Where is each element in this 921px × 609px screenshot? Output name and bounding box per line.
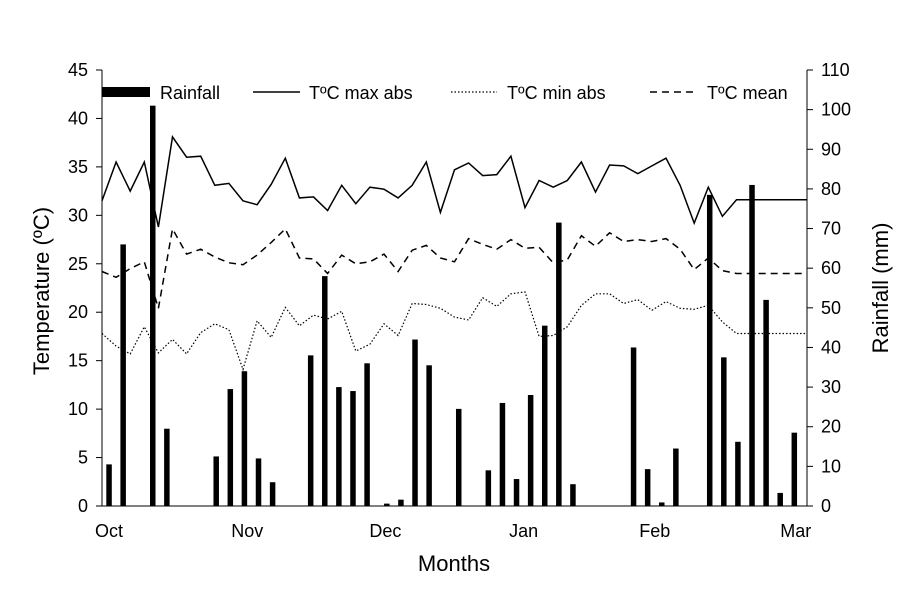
y-tick-label-left: 35 <box>68 157 88 177</box>
rainfall-bar <box>513 479 520 506</box>
rainfall-bar <box>150 105 156 506</box>
rainfall-bar <box>364 363 370 506</box>
y-tick-label-right: 20 <box>821 417 841 437</box>
y-tick-label-left: 10 <box>68 399 88 419</box>
y-tick-label-left: 20 <box>68 302 88 322</box>
y-tick-label-right: 30 <box>821 377 841 397</box>
rainfall-bar <box>721 357 727 506</box>
y-tick-label-left: 25 <box>68 254 88 274</box>
legend: Rainfall TºC max abs TºC min abs TºC mean <box>102 83 788 103</box>
y-tick-label-right: 40 <box>821 337 841 357</box>
rainfall-bar <box>120 244 126 506</box>
y-tick-label-right: 100 <box>821 100 851 120</box>
series-line-solid <box>101 134 807 228</box>
rainfall-bar <box>527 395 534 506</box>
rainfall-bar <box>556 222 562 506</box>
rainfall-bar <box>241 371 248 506</box>
series-line-dashed <box>101 226 807 309</box>
legend-label: TºC max abs <box>309 83 413 103</box>
y-tick-label-left: 15 <box>68 351 88 371</box>
rainfall-bar <box>269 482 276 506</box>
rainfall-bar <box>322 276 328 506</box>
rainfall-bar <box>541 325 548 506</box>
x-tick-label: Feb <box>639 521 670 541</box>
rainfall-bar <box>570 484 576 506</box>
y-tick-label-right: 90 <box>821 139 841 159</box>
rainfall-bar <box>749 184 755 507</box>
legend-swatch-bar <box>102 87 150 97</box>
rainfall-bar <box>455 408 462 506</box>
legend-label: TºC mean <box>707 83 788 103</box>
y-tick-label-left: 45 <box>68 60 88 80</box>
rainfall-bar <box>485 470 492 506</box>
rainfall-bar <box>213 456 219 506</box>
rainfall-bar <box>412 339 418 506</box>
rainfall-bar <box>659 502 665 506</box>
x-tick-label: Oct <box>95 521 123 541</box>
rainfall-bar <box>706 194 713 506</box>
legend-label: Rainfall <box>160 83 220 103</box>
rainfall-bar <box>673 448 679 506</box>
y-tick-label-left: 40 <box>68 108 88 128</box>
rainfall-bar <box>735 441 741 506</box>
x-tick-label: Mar <box>780 521 811 541</box>
y-tick-label-left: 5 <box>78 448 88 468</box>
x-tick-label: Dec <box>369 521 401 541</box>
rainfall-bar <box>164 428 170 506</box>
y-tick-label-right: 70 <box>821 219 841 239</box>
rainfall-bar <box>350 391 356 506</box>
y-tick-label-right: 80 <box>821 179 841 199</box>
y-tick-label-right: 0 <box>821 496 831 516</box>
y-tick-label-right: 50 <box>821 298 841 318</box>
rainfall-bar <box>630 347 637 506</box>
y-tick-label-right: 110 <box>821 60 850 80</box>
rainfall-bar <box>384 503 390 506</box>
y-tick-label-right: 10 <box>821 456 841 476</box>
rainfall-bar <box>227 389 234 506</box>
rainfall-bar <box>763 299 769 506</box>
rainfall-bar <box>644 469 651 506</box>
legend-label: TºC min abs <box>507 83 606 103</box>
rainfall-bar <box>106 464 112 506</box>
y-axis-title-right: Rainfall (mm) <box>868 223 893 354</box>
rainfall-bar <box>336 387 342 506</box>
rainfall-bar <box>791 432 798 506</box>
rainfall-bar <box>255 458 262 506</box>
rainfall-bar <box>307 355 314 506</box>
axes: 0 5 10 15 20 25 30 35 40 45 0 10 20 30 40 50 60 70 80 90 100… <box>68 60 851 541</box>
rainfall-bars <box>106 105 798 507</box>
rainfall-bar <box>398 499 404 506</box>
y-tick-label-left: 0 <box>78 496 88 516</box>
rainfall-bar <box>499 402 506 506</box>
y-axis-title-left: Temperature (ºC) <box>29 207 54 375</box>
rainfall-bar <box>426 365 432 506</box>
rainfall-bar <box>777 492 783 506</box>
y-tick-label-left: 30 <box>68 205 88 225</box>
x-tick-label: Jan <box>509 521 538 541</box>
x-axis-title: Months <box>418 551 490 576</box>
series-line-dotted <box>101 291 807 372</box>
x-tick-label: Nov <box>231 521 263 541</box>
temperature-lines <box>101 134 807 372</box>
y-tick-label-right: 60 <box>821 258 841 278</box>
